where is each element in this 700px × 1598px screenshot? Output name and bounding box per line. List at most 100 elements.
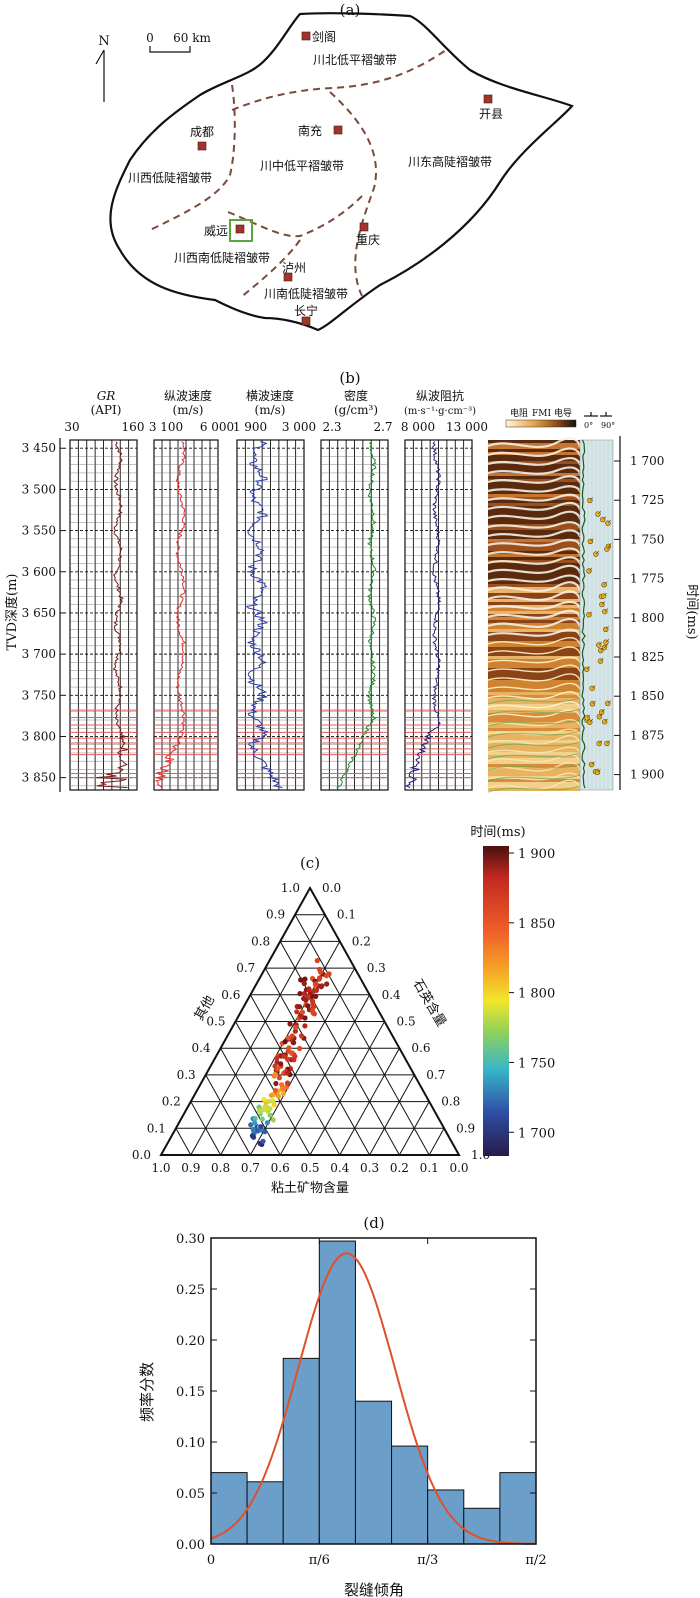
fmi-fracture-trace	[487, 574, 582, 583]
fmi-band	[488, 449, 580, 452]
dip-tadpole-tail	[607, 700, 612, 704]
fmi-green-trace	[487, 741, 581, 749]
ternary-tick-left: 0.3	[177, 1068, 196, 1082]
fmi-fracture-trace	[487, 447, 582, 457]
city-marker	[235, 224, 245, 234]
log-track	[153, 439, 219, 791]
scale-text: 60 km	[173, 31, 211, 45]
ternary-point	[260, 1138, 266, 1144]
fmi-band	[488, 467, 580, 470]
ternary-tick-right: 0.6	[411, 1041, 430, 1055]
fmi-fracture-trace	[487, 510, 582, 520]
fmi-band	[488, 719, 580, 722]
city-label: 开县	[479, 107, 503, 121]
ternary-point	[316, 976, 322, 982]
ternary-point	[298, 977, 304, 983]
fmi-green-trace	[487, 708, 581, 716]
fmi-fracture-trace	[487, 664, 581, 673]
ternary-point	[298, 1013, 304, 1019]
fmi-legend: 电阻 FMI 电导 0° 90°	[505, 407, 615, 430]
dip-tadpole-tail	[605, 626, 609, 630]
ternary-gridline	[339, 1047, 400, 1156]
y-axis-label: 频率分数	[138, 1362, 156, 1422]
ternary-point	[297, 991, 303, 997]
fmi-fracture-trace	[487, 538, 582, 547]
depth-tick-label: 3 500	[22, 482, 56, 496]
ternary-tick-bottom: 0.7	[241, 1161, 260, 1175]
fmi-band	[488, 515, 580, 518]
ternary-gridline	[205, 1074, 251, 1156]
ternary-point	[266, 1098, 272, 1104]
track-title: 纵波阻抗	[416, 388, 464, 403]
depth-tick-label: 3 550	[22, 524, 56, 538]
track-unit: (m/s)	[255, 403, 286, 417]
ternary-tick-left: 0.4	[192, 1041, 211, 1055]
fmi-fracture-trace	[487, 646, 581, 655]
x-tick-label: π/6	[309, 1553, 330, 1568]
y-tick-label: 0.30	[176, 1232, 205, 1247]
fmi-band	[488, 632, 580, 635]
city-marker	[301, 316, 311, 326]
fmi-band	[488, 512, 580, 515]
ternary-point	[279, 1082, 285, 1088]
fmi-band	[488, 692, 580, 695]
dip-tadpole-tail	[608, 543, 612, 547]
ternary-point	[298, 1033, 305, 1039]
ternary-gridline	[428, 1128, 445, 1156]
fmi-band	[488, 758, 580, 761]
track-unit: (API)	[91, 403, 122, 417]
city-marker	[359, 222, 369, 232]
fmi-band	[488, 551, 580, 554]
fmi-band	[488, 548, 580, 551]
ternary-point	[271, 1102, 277, 1108]
track-headers: GR (API) 30 160 纵波速度 (m/s) 3 100 6 000 横…	[64, 388, 488, 434]
city-marker	[197, 141, 207, 151]
dip-tadpole-tail	[589, 497, 594, 501]
ternary-point	[270, 1117, 276, 1123]
ternary-tick-bottom: 0.1	[420, 1161, 439, 1175]
fmi-band	[488, 704, 580, 707]
city-label: 南充	[298, 123, 322, 138]
ternary-tick-right: 0.3	[367, 961, 386, 975]
fmi-band	[488, 533, 580, 536]
fmi-band	[488, 701, 580, 704]
fmi-green-trace	[487, 730, 581, 738]
track-max: 2.7	[373, 420, 392, 434]
ternary-tick-bottom: 0.0	[449, 1161, 468, 1175]
histogram-bar	[246, 1481, 284, 1545]
log-curve	[154, 441, 186, 788]
dip-tadpole-tail	[591, 761, 595, 765]
track-max: 3 000	[282, 420, 316, 434]
fmi-fracture-trace	[487, 457, 582, 466]
boundary-line	[231, 49, 447, 111]
ternary-tick-bottom: 0.5	[300, 1161, 319, 1175]
depth-tick-label: 3 850	[22, 771, 56, 785]
fmi-band	[488, 602, 580, 605]
ternary-tick-left: 0.5	[206, 1015, 225, 1029]
fmi-fracture-trace	[487, 728, 581, 736]
boundary-line	[149, 84, 236, 231]
city-marker	[483, 94, 493, 104]
y-tick-label: 0.00	[176, 1538, 205, 1553]
ternary-tick-left: 1.0	[281, 881, 300, 895]
fmi-green-trace	[487, 763, 581, 771]
fmi-band	[488, 728, 580, 731]
ternary-point	[257, 1109, 263, 1115]
fmi-band	[488, 725, 580, 728]
fmi-band	[488, 497, 580, 500]
dip-tadpole-tail	[606, 545, 611, 550]
fmi-band	[488, 767, 580, 770]
fmi-band	[488, 698, 580, 701]
ternary-point	[284, 1080, 291, 1086]
depth-axis-label: TVD深度(m)	[4, 574, 20, 651]
fmi-band	[488, 476, 580, 479]
fmi-green-trace	[487, 719, 581, 727]
ternary-tick-right: 0.2	[352, 934, 371, 948]
basin-outline	[109, 12, 574, 332]
ternary-point	[261, 1096, 267, 1102]
fmi-band	[488, 764, 580, 767]
city-label: 泸州	[282, 261, 306, 275]
ternary-point	[319, 983, 325, 989]
histogram-bar	[282, 1357, 320, 1545]
track-min: 3 100	[149, 420, 183, 434]
